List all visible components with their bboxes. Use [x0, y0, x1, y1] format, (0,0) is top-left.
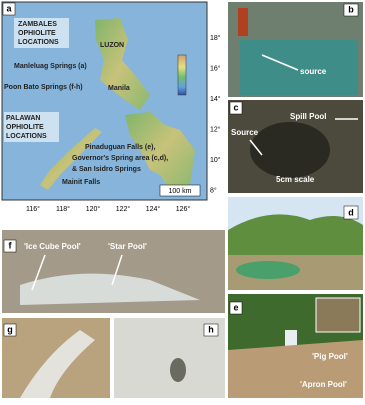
map-label: PALAWAN [6, 115, 40, 122]
photo-label: source [300, 67, 327, 76]
map-label: LUZON [100, 42, 124, 49]
map-label: LOCATIONS [6, 133, 47, 140]
lon-tick-label: 122° [116, 205, 131, 213]
map-label: Manila [108, 85, 130, 92]
lat-tick-label: 8° [210, 186, 217, 194]
photo-label: Source [231, 128, 259, 137]
photo-label: Spill Pool [290, 112, 326, 121]
lat-ticks: 18° 16° 14° 12° 10° 8° [210, 34, 221, 195]
water [240, 40, 358, 95]
panel-box [229, 101, 243, 115]
luzon-land [95, 18, 150, 110]
scale-box [159, 184, 201, 197]
panel-box [229, 301, 243, 315]
panel-letter: b [348, 4, 354, 14]
map-label: Manleluag Springs (a) [14, 63, 87, 70]
pool [250, 122, 330, 178]
person [238, 8, 248, 36]
flow [20, 330, 95, 398]
photo-label: 'Apron Pool' [300, 380, 347, 389]
label-bg [4, 112, 59, 142]
lon-tick-label: 118° [56, 205, 70, 213]
panel-letter: g [7, 324, 13, 334]
label-bg [14, 18, 69, 48]
panel-box [203, 323, 219, 337]
rocks [228, 340, 363, 398]
arrow [31, 254, 46, 291]
lat-tick-label: 18° [210, 34, 221, 42]
visayas-mindanao-land [125, 112, 195, 190]
lat-tick-label: 10° [210, 156, 221, 164]
map-label: LOCATIONS [18, 39, 59, 46]
rock [170, 358, 186, 382]
arrow [111, 254, 123, 286]
map-label: & San Isidro Springs [72, 166, 141, 173]
lat-tick-label: 12° [210, 125, 221, 133]
arrow [249, 139, 263, 156]
inset [315, 297, 361, 333]
panel-box [343, 205, 359, 220]
pool [20, 273, 200, 305]
photo-label: 5cm scale [276, 175, 315, 184]
photo-label: 'Star Pool' [108, 242, 147, 251]
panel-letter: f [9, 240, 13, 250]
panel-letter: d [348, 207, 354, 217]
map-label: OPHIOLITE [6, 124, 44, 131]
lon-tick-label: 126° [176, 205, 191, 213]
lon-tick-label: 124° [146, 205, 161, 213]
map-label: Mainit Falls [62, 179, 100, 186]
photo-label: 'Pig Pool' [312, 352, 348, 361]
panel-letter: a [6, 3, 12, 13]
palawan-land [40, 128, 102, 190]
panel-box [2, 2, 16, 16]
panel-letter: c [233, 102, 238, 112]
map-label: Poon Bato Springs (f-h) [4, 84, 83, 91]
photo-label: 'Ice Cube Pool' [24, 242, 81, 251]
map-label: ZAMBALES [18, 21, 57, 28]
panel-box [3, 323, 17, 337]
lat-tick-label: 14° [210, 95, 221, 103]
pool [236, 261, 300, 279]
arrow [261, 54, 299, 71]
map-label: OPHIOLITE [18, 30, 56, 37]
scale-label: 100 km [169, 188, 192, 195]
lon-tick-label: 116° [26, 205, 40, 213]
panel-letter: h [208, 324, 214, 334]
lat-tick-label: 16° [210, 64, 221, 72]
panel-box [3, 239, 17, 253]
lon-ticks: 116° 118° 120° 122° 124° 126° [26, 205, 190, 213]
color-scale [177, 54, 187, 96]
panel-letter: e [233, 302, 238, 312]
lon-tick-label: 120° [86, 205, 101, 213]
map-label: Governor's Spring area (c,d), [72, 155, 168, 162]
panel-box [343, 3, 359, 17]
map-label: Pinaduguan Falls (e), [85, 144, 155, 151]
